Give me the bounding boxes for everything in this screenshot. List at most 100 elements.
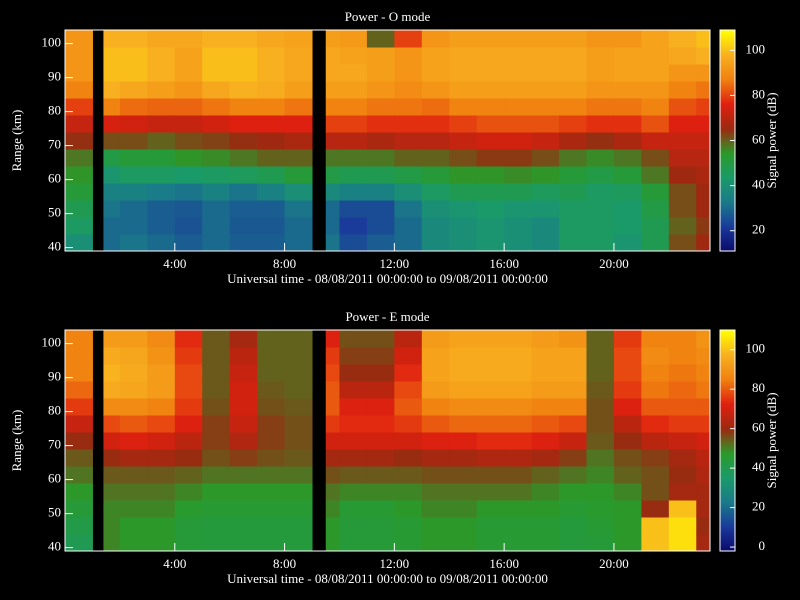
- heatmap-cell: [119, 132, 148, 150]
- heatmap-cell: [119, 534, 148, 552]
- heatmap-cell: [696, 364, 711, 382]
- heatmap-cell: [504, 47, 533, 65]
- heatmap-cell: [668, 183, 697, 201]
- heatmap-cell: [119, 30, 148, 48]
- heatmap-cell: [339, 30, 368, 48]
- colorbar-swatch: [720, 486, 735, 490]
- colorbar-swatch: [720, 520, 735, 524]
- colorbar-swatch: [720, 146, 735, 150]
- heatmap-cell: [613, 64, 642, 82]
- heatmap-cell: [476, 398, 505, 416]
- heatmap-cell: [531, 132, 560, 150]
- colorbar-swatch: [720, 168, 735, 172]
- colorbar-swatch: [720, 114, 735, 117]
- heatmap-cell: [394, 381, 423, 399]
- heatmap-cell: [559, 449, 587, 467]
- colorbar-swatch: [720, 480, 735, 484]
- heatmap-cell: [696, 449, 711, 467]
- x-tick-label: 20:00: [599, 556, 629, 571]
- heatmap-cell: [586, 98, 615, 116]
- heatmap-cell: [421, 500, 450, 518]
- heatmap-cell: [586, 330, 615, 348]
- heatmap-cell: [421, 483, 450, 501]
- x-tick-label: 8:00: [273, 556, 296, 571]
- y-tick-label: 60: [48, 471, 61, 486]
- heatmap-cell: [202, 381, 231, 399]
- heatmap-cell: [504, 149, 533, 167]
- colorbar-swatch: [720, 88, 735, 91]
- colorbar-swatch: [720, 386, 735, 389]
- heatmap-cell: [504, 200, 533, 218]
- heatmap-cell: [586, 166, 615, 184]
- heatmap-cell: [476, 347, 505, 365]
- heatmap-cell: [65, 364, 93, 382]
- heatmap-cell: [531, 330, 560, 348]
- colorbar-swatch: [720, 226, 735, 230]
- heatmap-cell: [119, 234, 148, 252]
- heatmap-cell: [421, 364, 450, 382]
- colorbar-tick-label: 40: [752, 177, 765, 192]
- colorbar-swatch: [720, 236, 735, 240]
- colorbar-swatch: [720, 188, 735, 192]
- colorbar-swatch: [720, 36, 735, 39]
- heatmap-cell: [147, 132, 176, 150]
- colorbar-swatch: [720, 382, 735, 385]
- heatmap-cell: [147, 30, 176, 48]
- heatmap-cell: [257, 330, 286, 348]
- heatmap-cell: [257, 381, 286, 399]
- heatmap-cell: [257, 517, 286, 535]
- heatmap-cell: [394, 517, 423, 535]
- heatmap-cell: [147, 47, 176, 65]
- colorbar-swatch: [720, 46, 735, 49]
- colorbar-swatch: [720, 84, 735, 87]
- heatmap-cell: [339, 483, 368, 501]
- colorbar-swatch: [720, 404, 735, 407]
- heatmap-cell: [504, 466, 533, 484]
- heatmap-cell: [103, 534, 121, 552]
- heatmap-cell: [339, 432, 368, 450]
- colorbar-swatch: [720, 228, 735, 232]
- heatmap-cell: [339, 149, 368, 167]
- colorbar-tick-label: 80: [752, 86, 765, 101]
- heatmap-cell: [476, 166, 505, 184]
- heatmap-cell: [202, 449, 231, 467]
- heatmap-cell: [65, 183, 93, 201]
- heatmap-cell: [531, 483, 560, 501]
- heatmap-cell: [394, 115, 423, 133]
- heatmap-cell: [421, 517, 450, 535]
- heatmap-cell: [257, 432, 286, 450]
- heatmap-cell: [394, 432, 423, 450]
- heatmap-cell: [202, 200, 231, 218]
- heatmap-cell: [449, 81, 478, 99]
- heatmap-cell: [421, 166, 450, 184]
- colorbar-swatch: [720, 190, 735, 194]
- heatmap-cell: [229, 364, 258, 382]
- heatmap-cell: [147, 432, 176, 450]
- colorbar-swatch: [720, 378, 735, 381]
- heatmap-cell: [202, 149, 231, 167]
- heatmap-cell: [202, 364, 231, 382]
- heatmap-cell: [559, 517, 587, 535]
- heatmap-cell: [421, 432, 450, 450]
- heatmap-cell: [394, 415, 423, 433]
- colorbar-swatch: [720, 70, 735, 73]
- heatmap-cell: [366, 517, 395, 535]
- colorbar-swatch: [720, 80, 735, 83]
- colorbar-swatch: [720, 338, 735, 341]
- colorbar-swatch: [720, 440, 735, 444]
- heatmap-cell: [394, 149, 423, 167]
- heatmap-cell: [531, 500, 560, 518]
- heatmap-cell: [696, 483, 711, 501]
- heatmap-cell: [366, 415, 395, 433]
- y-tick-label: 40: [48, 239, 61, 254]
- colorbar-swatch: [720, 534, 735, 538]
- heatmap-cell: [449, 449, 478, 467]
- heatmap-cell: [641, 132, 670, 150]
- heatmap-cell: [559, 234, 587, 252]
- heatmap-cell: [531, 517, 560, 535]
- heatmap-cell: [641, 398, 670, 416]
- colorbar-swatch: [720, 542, 735, 546]
- heatmap-cell: [257, 200, 286, 218]
- heatmap-cell: [284, 398, 313, 416]
- heatmap-cell: [531, 64, 560, 82]
